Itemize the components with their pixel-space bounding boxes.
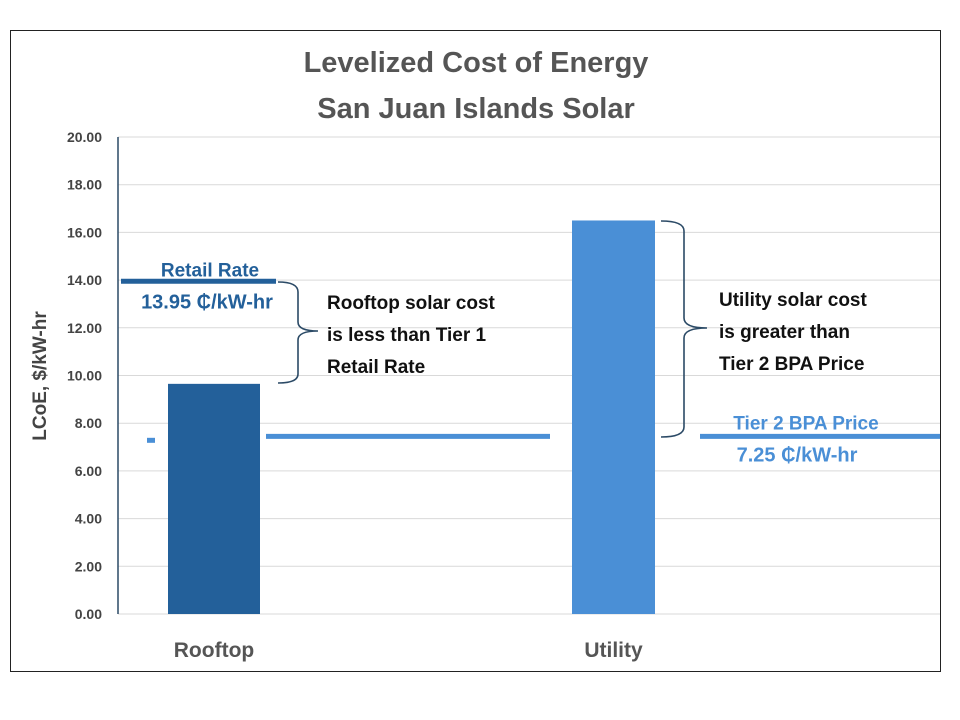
y-tick-label: 4.00 <box>75 511 102 527</box>
chart-title: Levelized Cost of Energy <box>304 47 649 79</box>
rooftop-annotation-line: Rooftop solar cost <box>327 293 496 314</box>
tier2-value: 7.25 ₵/kW-hr <box>737 444 858 466</box>
rooftop-annotation-line: is less than Tier 1 <box>327 325 487 346</box>
bar-utility <box>572 220 655 614</box>
utility-annotation-line: Tier 2 BPA Price <box>719 354 864 375</box>
y-tick-label: 0.00 <box>75 606 102 622</box>
retail-rate-label: Retail Rate <box>161 260 259 281</box>
chart-frame <box>10 30 941 672</box>
y-tick-label: 10.00 <box>67 368 102 384</box>
brace-utility <box>660 220 708 438</box>
y-tick-label: 2.00 <box>75 558 102 574</box>
y-tick-label: 8.00 <box>75 415 102 431</box>
y-axis-label: LCoE, $/kW-hr <box>30 311 51 441</box>
x-tick-label: Rooftop <box>174 639 254 662</box>
y-tick-label: 18.00 <box>67 177 102 193</box>
tier2-label: Tier 2 BPA Price <box>733 413 878 434</box>
y-tick-label: 16.00 <box>67 224 102 240</box>
x-tick-label: Utility <box>584 639 643 662</box>
utility-annotation-line: Utility solar cost <box>719 290 867 311</box>
y-tick-label: 6.00 <box>75 463 102 479</box>
y-tick-label: 12.00 <box>67 320 102 336</box>
y-tick-label: 20.00 <box>67 129 102 145</box>
utility-annotation-line: is greater than <box>719 322 850 343</box>
chart-subtitle: San Juan Islands Solar <box>317 93 635 125</box>
retail-rate-value: 13.95 ₵/kW-hr <box>141 291 273 313</box>
rooftop-annotation-line: Retail Rate <box>327 357 425 378</box>
bar-rooftop <box>168 383 260 614</box>
brace-rooftop <box>277 281 319 384</box>
y-tick-label: 14.00 <box>67 272 102 288</box>
